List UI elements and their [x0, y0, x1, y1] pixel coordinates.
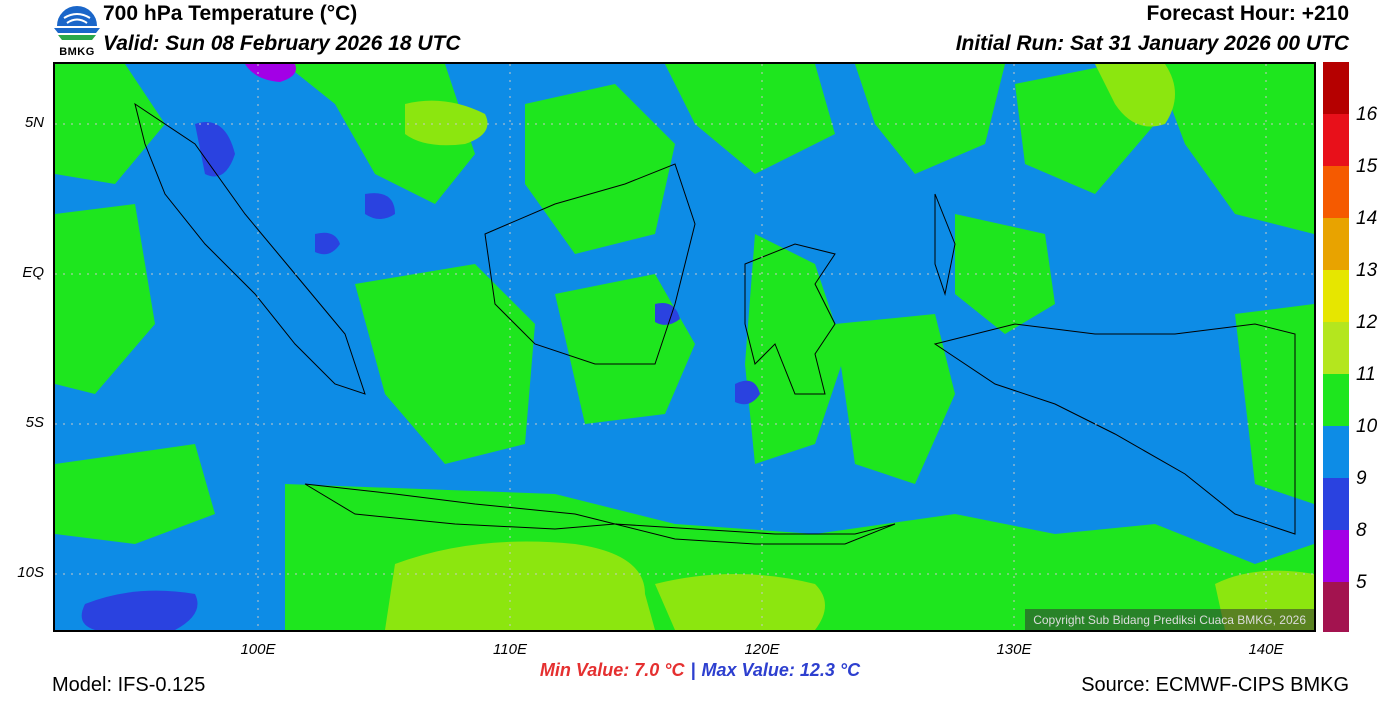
lat-label-10s: 10S	[17, 564, 44, 581]
temperature-map: Copyright Sub Bidang Prediksi Cuaca BMKG…	[53, 62, 1316, 632]
colorbar-label: 13	[1356, 260, 1378, 281]
lat-label-5n: 5N	[24, 114, 44, 131]
lon-label-140e: 140E	[1248, 641, 1284, 658]
lon-label-120e: 120E	[744, 641, 780, 658]
lon-label-100e: 100E	[240, 641, 276, 658]
colorbar-swatch	[1323, 530, 1349, 582]
colorbar-swatch	[1323, 478, 1349, 530]
lon-label-130e: 130E	[996, 641, 1032, 658]
bmkg-emblem-icon	[54, 4, 100, 40]
colorbar-label: 8	[1356, 520, 1367, 541]
logo-text: BMKG	[59, 46, 95, 58]
max-value: Max Value: 12.3 °C	[701, 660, 861, 680]
forecast-hour: Forecast Hour: +210	[1146, 2, 1350, 25]
colorbar-swatch	[1323, 426, 1349, 478]
min-max-values: Min Value: 7.0 °C | Max Value: 12.3 °C	[0, 660, 1400, 681]
lon-label-110e: 110E	[493, 641, 527, 658]
copyright-notice: Copyright Sub Bidang Prediksi Cuaca BMKG…	[1025, 609, 1314, 630]
min-value: Min Value: 7.0 °C	[539, 660, 685, 680]
value-separator: |	[690, 660, 696, 680]
lat-label-5s: 5S	[25, 414, 44, 431]
source-info: Source: ECMWF-CIPS BMKG	[1081, 674, 1349, 696]
colorbar-label: 12	[1356, 312, 1378, 333]
bmkg-logo: BMKG	[52, 0, 102, 60]
colorbar-swatch	[1323, 374, 1349, 426]
colorbar-label: 16	[1356, 104, 1378, 125]
colorbar-label: 14	[1356, 208, 1378, 229]
colorbar-swatch	[1323, 582, 1349, 632]
colorbar-label: 10	[1356, 416, 1378, 437]
map-title: 700 hPa Temperature (°C)	[103, 2, 358, 25]
colorbar-swatch	[1323, 218, 1349, 270]
colorbar-swatch	[1323, 270, 1349, 322]
lat-label-eq: EQ	[22, 264, 44, 281]
colorbar-label: 5	[1356, 572, 1367, 593]
initial-run: Initial Run: Sat 31 January 2026 00 UTC	[955, 32, 1349, 55]
colorbar-swatch	[1323, 166, 1349, 218]
colorbar	[1323, 62, 1349, 632]
colorbar-label: 9	[1356, 468, 1367, 489]
colorbar-swatch	[1323, 62, 1349, 114]
colorbar-swatch	[1323, 114, 1349, 166]
model-info: Model: IFS-0.125	[52, 674, 206, 696]
colorbar-label: 11	[1356, 364, 1376, 385]
colorbar-label: 15	[1356, 156, 1378, 177]
colorbar-swatch	[1323, 322, 1349, 374]
valid-time: Valid: Sun 08 February 2026 18 UTC	[103, 32, 461, 55]
temperature-field	[55, 64, 1314, 630]
